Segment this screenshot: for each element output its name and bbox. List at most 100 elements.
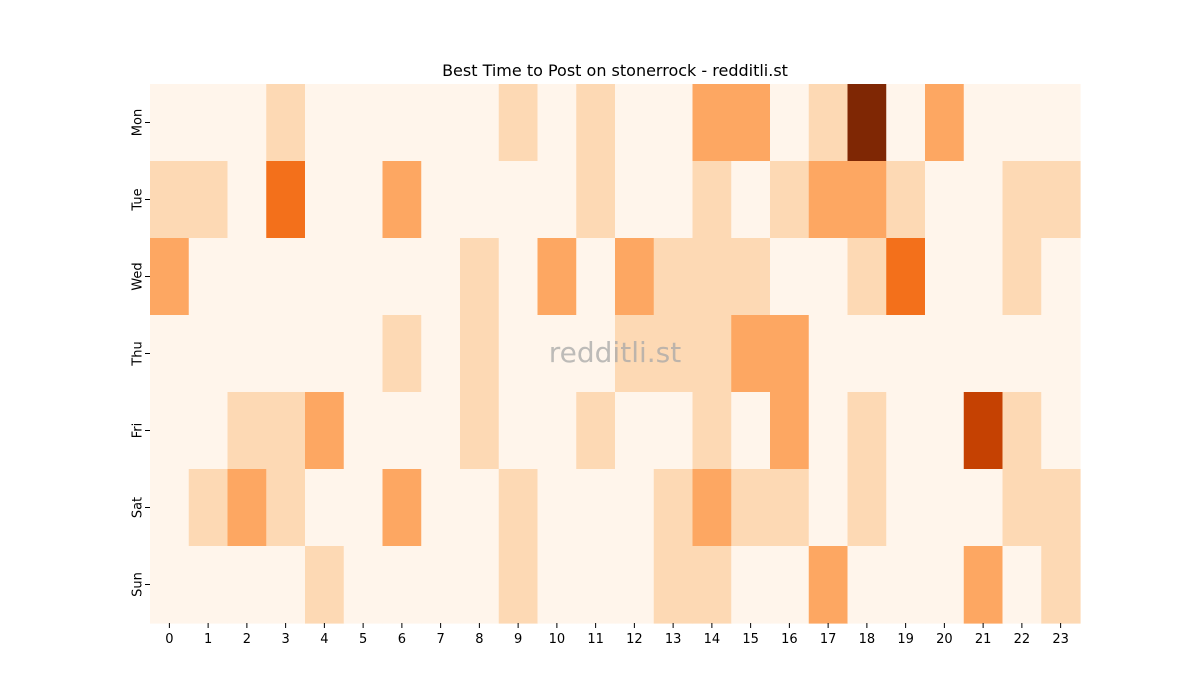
heatmap-cell-fri-8: [460, 392, 500, 470]
heatmap-cell-wed-19: [886, 238, 926, 316]
heatmap-cell-sat-7: [421, 469, 461, 547]
heatmap-cell-thu-9: [498, 315, 539, 393]
heatmap-cell-wed-0: [150, 238, 190, 316]
heatmap-cell-mon-13: [653, 84, 694, 162]
heatmap-cell-tue-18: [847, 161, 887, 239]
heatmap-cell-mon-17: [808, 84, 849, 162]
heatmap-cell-sun-0: [150, 546, 190, 624]
heatmap-cell-tue-17: [808, 161, 849, 239]
heatmap-cell-tue-6: [382, 161, 422, 239]
heatmap-cell-sun-11: [576, 546, 616, 624]
y-axis-ticks: Mon Tue Wed Thu Fri Sat Sun: [131, 109, 150, 597]
heatmap-cell-mon-15: [731, 84, 771, 162]
heatmap-cell-fri-9: [498, 392, 539, 470]
heatmap-cell-sat-8: [460, 469, 500, 547]
heatmap-cell-wed-17: [808, 238, 849, 316]
heatmap-cell-tue-20: [925, 161, 965, 239]
heatmap-cell-sun-14: [692, 546, 732, 624]
heatmap-cell-sat-20: [925, 469, 965, 547]
heatmap-cell-wed-3: [266, 238, 306, 316]
heatmap-cell-sun-2: [227, 546, 267, 624]
heatmap-cell-sat-12: [615, 469, 655, 547]
heatmap-cell-thu-16: [770, 315, 810, 393]
heatmap-cell-sun-9: [498, 546, 539, 624]
heatmap-cell-mon-7: [421, 84, 461, 162]
heatmap-cell-thu-11: [576, 315, 616, 393]
heatmap-cell-tue-16: [770, 161, 810, 239]
heatmap-cell-tue-0: [150, 161, 190, 239]
x-tick-label: 3: [281, 632, 289, 647]
x-tick-label: 16: [781, 632, 798, 647]
heatmap-cell-wed-16: [770, 238, 810, 316]
heatmap-cell-sun-7: [421, 546, 461, 624]
heatmap-cell-fri-5: [343, 392, 384, 470]
x-tick-label: 11: [587, 632, 604, 647]
heatmap-cell-thu-1: [188, 315, 229, 393]
heatmap-cell-fri-12: [615, 392, 655, 470]
heatmap-cell-sat-21: [963, 469, 1004, 547]
heatmap-cell-fri-4: [305, 392, 345, 470]
heatmap-cell-wed-6: [382, 238, 422, 316]
heatmap-cell-tue-23: [1041, 161, 1081, 239]
heatmap-cell-wed-10: [537, 238, 577, 316]
heatmap-cell-sun-1: [188, 546, 229, 624]
heatmap-cell-wed-4: [305, 238, 345, 316]
heatmap-cell-tue-14: [692, 161, 732, 239]
heatmap-cell-tue-11: [576, 161, 616, 239]
chart-title: Best Time to Post on stonerrock - reddit…: [442, 61, 788, 80]
heatmap-cell-sat-2: [227, 469, 267, 547]
y-tick-label-tue: Tue: [131, 188, 146, 211]
heatmap-cell-fri-11: [576, 392, 616, 470]
heatmap-cell-sun-5: [343, 546, 384, 624]
heatmap-cell-mon-5: [343, 84, 384, 162]
heatmap-cell-mon-10: [537, 84, 577, 162]
heatmap-cell-sun-6: [382, 546, 422, 624]
heatmap-cell-tue-15: [731, 161, 771, 239]
x-tick-label: 19: [897, 632, 914, 647]
heatmap-cell-sat-6: [382, 469, 422, 547]
heatmap-cell-mon-6: [382, 84, 422, 162]
heatmap-cell-thu-4: [305, 315, 345, 393]
heatmap-cell-thu-0: [150, 315, 190, 393]
heatmap-cell-thu-12: [615, 315, 655, 393]
x-tick-label: 5: [359, 632, 367, 647]
heatmap-cell-fri-17: [808, 392, 849, 470]
heatmap-cell-sun-20: [925, 546, 965, 624]
x-tick-label: 15: [742, 632, 759, 647]
heatmap-cell-tue-4: [305, 161, 345, 239]
heatmap-cell-sat-15: [731, 469, 771, 547]
heatmap-cell-thu-8: [460, 315, 500, 393]
heatmap-cell-fri-10: [537, 392, 577, 470]
x-tick-label: 1: [204, 632, 212, 647]
heatmap-cell-mon-9: [498, 84, 539, 162]
heatmap-cell-thu-6: [382, 315, 422, 393]
heatmap-cell-mon-18: [847, 84, 887, 162]
heatmap-cell-fri-1: [188, 392, 229, 470]
heatmap-cell-sat-13: [653, 469, 694, 547]
heatmap-cell-mon-11: [576, 84, 616, 162]
heatmap-cell-thu-14: [692, 315, 732, 393]
x-tick-label: 17: [820, 632, 837, 647]
x-tick-label: 20: [936, 632, 953, 647]
heatmap-cell-thu-3: [266, 315, 306, 393]
x-tick-label: 9: [514, 632, 522, 647]
heatmap-cell-fri-0: [150, 392, 190, 470]
heatmap-cell-thu-17: [808, 315, 849, 393]
heatmap-cell-wed-23: [1041, 238, 1081, 316]
heatmap-cell-wed-7: [421, 238, 461, 316]
heatmap-cell-sun-4: [305, 546, 345, 624]
x-axis-ticks: 0 1 2 3 4 5 6 7 8 9 10 11 12 13 14 15 16 17 18 19 20 21 22 23: [165, 623, 1069, 647]
heatmap-cell-mon-2: [227, 84, 267, 162]
heatmap-cell-sun-13: [653, 546, 694, 624]
heatmap-cell-sat-11: [576, 469, 616, 547]
heatmap-cell-fri-23: [1041, 392, 1081, 470]
heatmap-cell-tue-8: [460, 161, 500, 239]
heatmap-cell-fri-16: [770, 392, 810, 470]
heatmap-cell-fri-14: [692, 392, 732, 470]
heatmap-cell-mon-8: [460, 84, 500, 162]
x-tick-label: 2: [243, 632, 251, 647]
heatmap-cell-thu-21: [963, 315, 1004, 393]
heatmap-cell-fri-13: [653, 392, 694, 470]
x-tick-label: 4: [320, 632, 328, 647]
